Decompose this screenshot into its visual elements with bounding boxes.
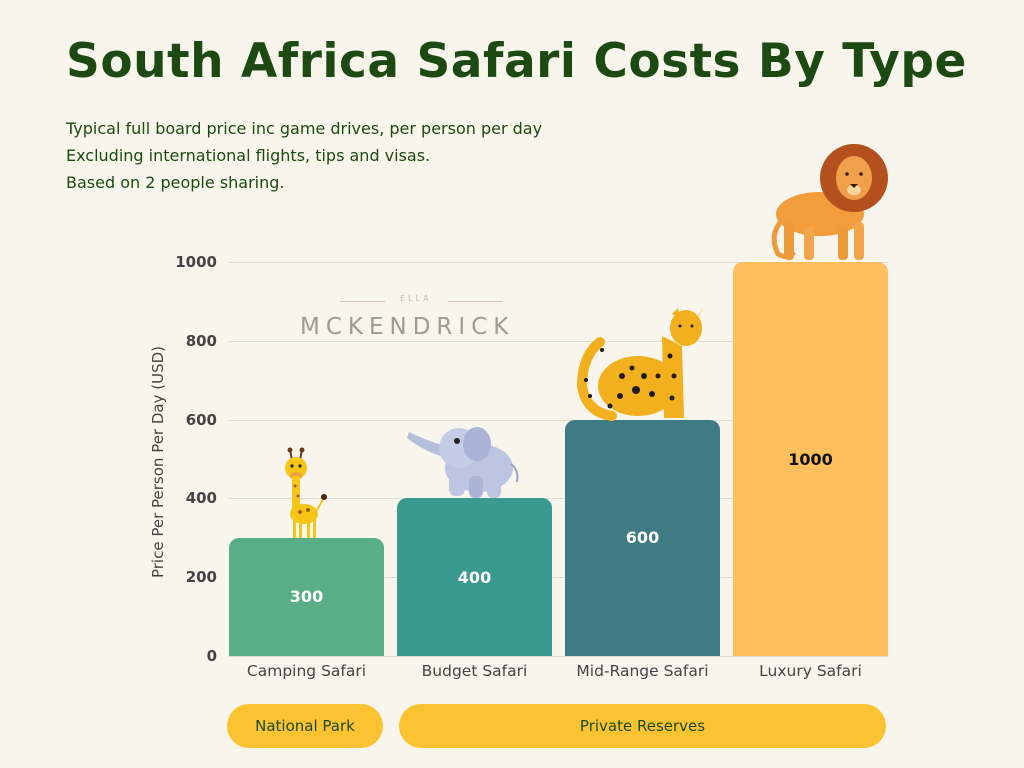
gridline [229, 262, 888, 263]
y-tick-label: 400 [185, 489, 217, 508]
lion-icon [771, 144, 888, 260]
bar-value-label: 600 [625, 528, 660, 548]
leopard-icon [576, 308, 704, 421]
y-tick-label: 0 [206, 647, 217, 665]
group-label: National Park [255, 717, 355, 735]
gridline [229, 577, 888, 579]
watermark-brand: MCKENDRICK [300, 314, 515, 340]
bar-value-label: 1000 [788, 449, 833, 469]
x-category-label: Luxury Safari [759, 662, 862, 680]
bar-luxury-safari: 1000 [733, 262, 888, 656]
watermark-line-right [448, 301, 503, 302]
gridline [229, 419, 888, 421]
group-label: Private Reserves [579, 717, 706, 735]
watermark-line-left [340, 301, 385, 302]
bar-camping-safari: 300 [229, 537, 384, 656]
bar-budget-safari: 400 [397, 498, 552, 656]
baseline [229, 656, 888, 657]
y-tick-label: 600 [185, 410, 217, 429]
subtitle-line-1: Typical full board price inc game drives… [66, 119, 543, 138]
x-category-label: Budget Safari [421, 662, 528, 680]
subtitle-line-2: Excluding international flights, tips an… [66, 146, 431, 165]
giraffe-icon [285, 447, 327, 538]
bar-mid-range-safari: 600 [565, 419, 720, 656]
y-tick-label: 200 [185, 568, 217, 587]
bar-value-label: 300 [289, 587, 324, 607]
elephant-icon [407, 427, 519, 498]
watermark-small: ELLA [400, 294, 432, 303]
y-tick-label: 1000 [175, 253, 217, 271]
x-category-label: Camping Safari [246, 662, 367, 680]
y-axis-label: Price Per Person Per Day (USD) [149, 345, 167, 579]
gridline [229, 498, 888, 500]
group-pill-national-park: National Park [227, 704, 383, 748]
x-category-label: Mid-Range Safari [576, 662, 709, 680]
y-tick-label: 800 [185, 331, 217, 350]
group-pill-private-reserves: Private Reserves [399, 704, 886, 748]
subtitle-line-3: Based on 2 people sharing. [66, 173, 285, 192]
gridline [229, 340, 888, 342]
chart-title: South Africa Safari Costs By Type [66, 34, 967, 89]
bar-value-label: 400 [457, 567, 492, 587]
